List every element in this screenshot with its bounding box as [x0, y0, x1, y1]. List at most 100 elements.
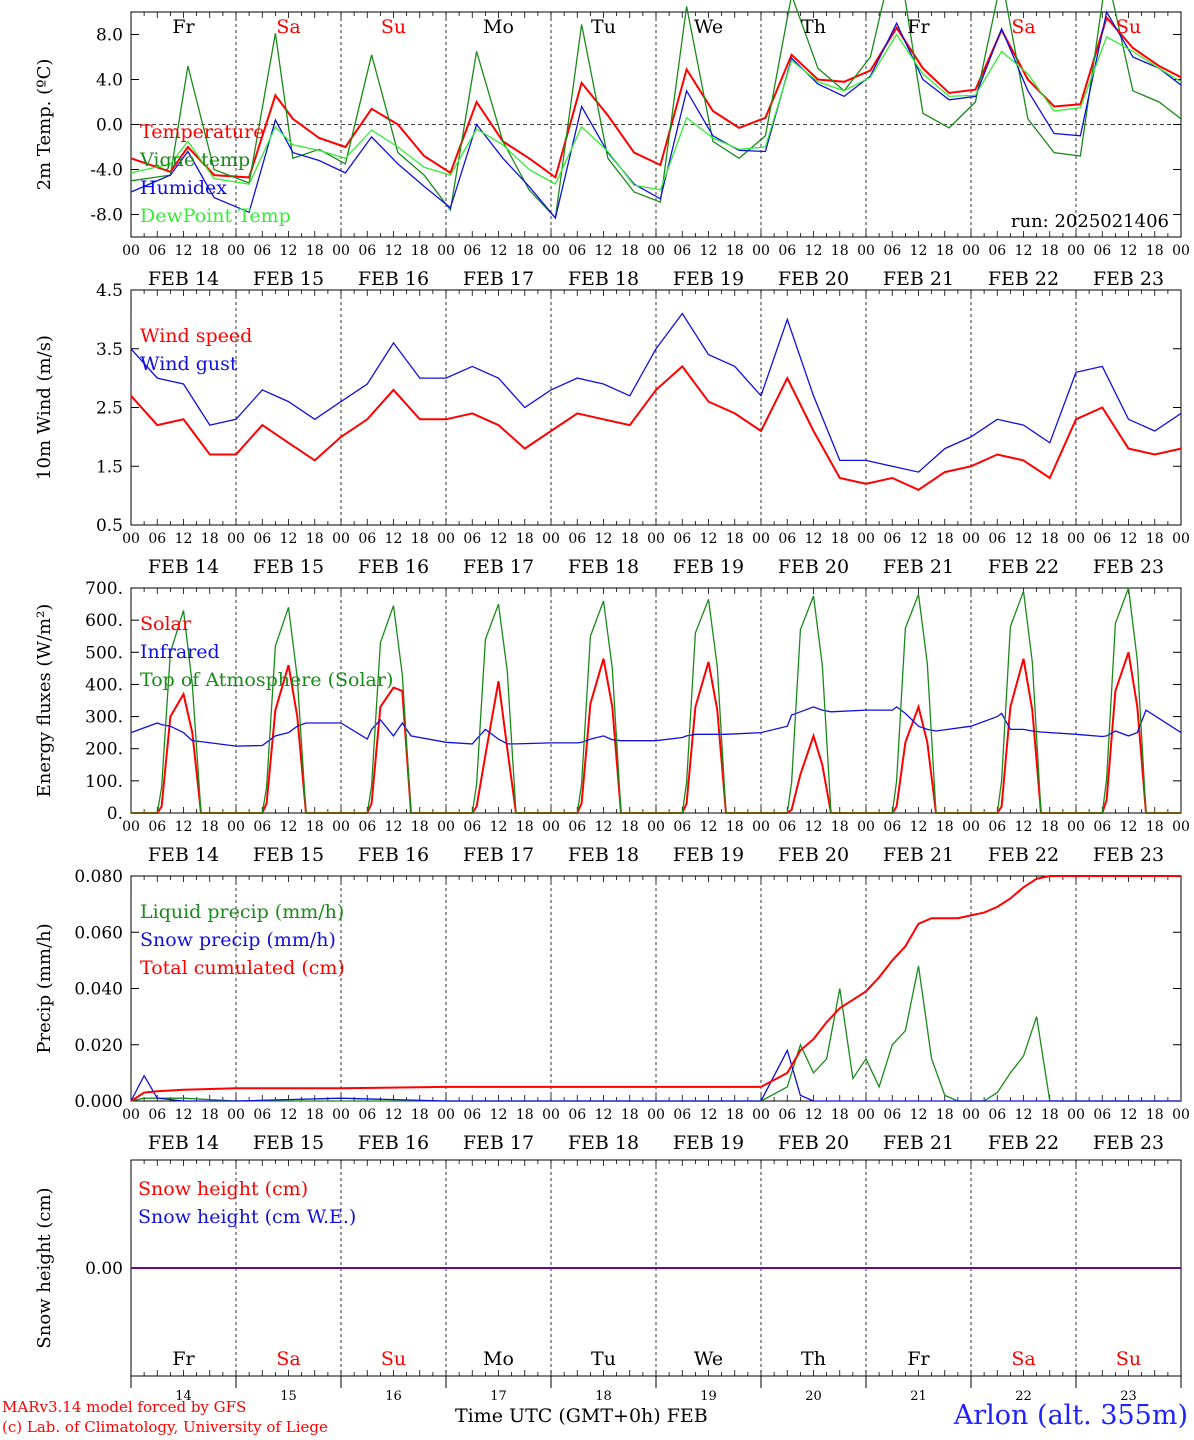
x-hour-label: 18 — [936, 531, 954, 547]
x-hour-label: 12 — [595, 243, 613, 259]
y-tick-label: 400. — [85, 675, 123, 695]
x-hour-label: 12 — [1120, 531, 1138, 547]
y-tick-label: 1.5 — [96, 457, 123, 477]
x-hour-label: 12 — [805, 531, 823, 547]
x-hour-label: 18 — [936, 1107, 954, 1123]
y-tick-label: 700. — [85, 579, 123, 599]
x-date-label: FEB 23 — [1093, 556, 1164, 578]
x-hour-label: 12 — [700, 531, 718, 547]
day-name-top: Su — [1116, 16, 1141, 38]
x-hour-label: 12 — [910, 819, 928, 835]
x-hour-label: 06 — [778, 531, 796, 547]
y-axis-label: 10m Wind (m/s) — [34, 335, 55, 480]
lab-credit: (c) Lab. of Climatology, University of L… — [2, 1418, 328, 1436]
x-hour-label: 00 — [1067, 819, 1085, 835]
x-hour-label: 18 — [831, 243, 849, 259]
y-axis-label: Snow height (cm) — [34, 1187, 55, 1348]
x-date-label: FEB 19 — [673, 268, 744, 290]
x-hour-label: 00 — [122, 243, 140, 259]
y-axis-label: 2m Temp. (ºC) — [34, 59, 55, 191]
x-hour-label: 18 — [726, 819, 744, 835]
y-tick-label: 200. — [85, 740, 123, 760]
y-tick-label: 0.080 — [74, 867, 123, 887]
x-hour-label: 18 — [1041, 243, 1059, 259]
x-hour-label: 18 — [411, 1107, 429, 1123]
x-date-label: FEB 19 — [673, 844, 744, 866]
x-hour-label: 12 — [595, 1107, 613, 1123]
day-name-top: Fr — [907, 16, 930, 38]
day-number: 18 — [595, 1389, 612, 1404]
x-hour-label: 06 — [358, 1107, 376, 1123]
x-date-label: FEB 16 — [358, 556, 429, 578]
x-date-label: FEB 18 — [568, 556, 639, 578]
day-name-top: Tu — [591, 16, 616, 38]
day-name-top: Su — [381, 16, 406, 38]
x-hour-label: 12 — [175, 531, 193, 547]
legend-entry: Wind gust — [140, 353, 238, 375]
x-hour-label: 12 — [700, 243, 718, 259]
y-tick-label: 0. — [107, 804, 123, 824]
x-hour-label: 18 — [1041, 531, 1059, 547]
x-hour-label: 18 — [621, 819, 639, 835]
legend-entry: Snow height (cm W.E.) — [138, 1206, 356, 1228]
y-tick-label: 4.0 — [96, 71, 123, 91]
x-hour-label: 00 — [227, 243, 245, 259]
x-hour-label: 00 — [542, 243, 560, 259]
x-hour-label: 06 — [883, 243, 901, 259]
x-date-label: FEB 20 — [778, 556, 849, 578]
x-hour-label: 12 — [1120, 819, 1138, 835]
x-hour-label: 12 — [805, 819, 823, 835]
x-date-label: FEB 15 — [253, 556, 324, 578]
series-line-total-cumulated-cm- — [130, 875, 1181, 1102]
x-date-label: FEB 17 — [463, 268, 534, 290]
station-name: Arlon (alt. 355m) — [953, 1400, 1188, 1431]
series-line-top-of-atmosphere-solar- — [131, 587, 1181, 814]
x-date-label: FEB 21 — [883, 268, 954, 290]
day-name-bottom: We — [694, 1348, 723, 1370]
x-hour-label: 00 — [227, 819, 245, 835]
x-date-label: FEB 15 — [253, 268, 324, 290]
x-hour-label: 12 — [1015, 1107, 1033, 1123]
x-hour-label: 12 — [910, 531, 928, 547]
x-hour-label: 12 — [1015, 243, 1033, 259]
x-hour-label: 06 — [778, 243, 796, 259]
y-tick-label: 0.000 — [74, 1092, 123, 1112]
x-hour-label: 00 — [1067, 1107, 1085, 1123]
x-hour-label: 00 — [122, 531, 140, 547]
x-hour-label: 00 — [857, 243, 875, 259]
day-number: 15 — [280, 1389, 297, 1404]
x-hour-label: 18 — [306, 1107, 324, 1123]
day-number: 14 — [175, 1389, 192, 1404]
x-hour-label: 00 — [437, 1107, 455, 1123]
legend-entry: Infrared — [140, 641, 220, 663]
y-tick-label: 300. — [85, 708, 123, 728]
x-hour-label: 00 — [857, 819, 875, 835]
x-hour-label: 06 — [358, 819, 376, 835]
x-hour-label: 18 — [201, 1107, 219, 1123]
x-hour-label: 18 — [621, 243, 639, 259]
x-hour-label: 00 — [227, 1107, 245, 1123]
x-hour-label: 06 — [148, 531, 166, 547]
x-hour-label: 18 — [831, 1107, 849, 1123]
x-hour-label: 00 — [752, 819, 770, 835]
x-hour-label: 18 — [1146, 819, 1164, 835]
x-date-label: FEB 22 — [988, 556, 1059, 578]
x-date-label: FEB 18 — [568, 268, 639, 290]
x-hour-label: 06 — [148, 819, 166, 835]
x-date-label: FEB 20 — [778, 1132, 849, 1154]
model-credit: MARv3.14 model forced by GFS — [2, 1398, 247, 1416]
y-tick-label: 100. — [85, 772, 123, 792]
x-hour-label: 12 — [595, 531, 613, 547]
x-hour-label: 18 — [411, 819, 429, 835]
x-hour-label: 00 — [542, 531, 560, 547]
run-annotation: run: 2025021406 — [1011, 211, 1169, 232]
x-hour-label: 18 — [726, 243, 744, 259]
x-hour-label: 00 — [437, 819, 455, 835]
x-date-label: FEB 23 — [1093, 268, 1164, 290]
x-date-label: FEB 15 — [253, 1132, 324, 1154]
x-hour-label: 00 — [332, 531, 350, 547]
x-hour-label: 00 — [1067, 531, 1085, 547]
x-hour-label: 00 — [332, 1107, 350, 1123]
day-number: 22 — [1015, 1389, 1032, 1404]
x-hour-label: 06 — [463, 1107, 481, 1123]
